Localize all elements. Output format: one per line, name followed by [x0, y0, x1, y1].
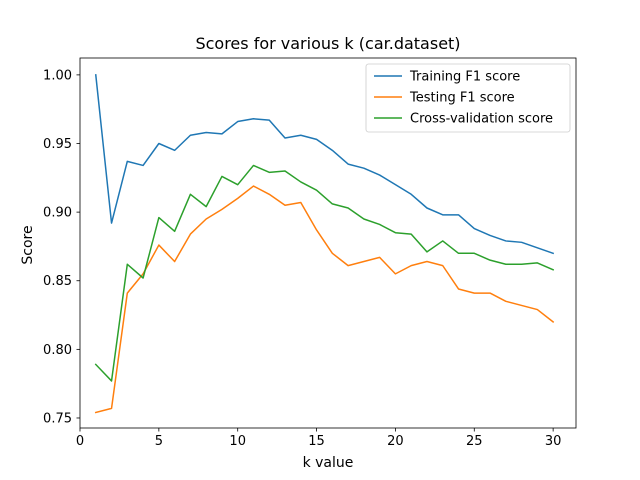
series-line-1 [94, 74, 555, 255]
x-tick-label: 20 [387, 434, 404, 449]
legend: Training F1 score Testing F1 score Cross-v… [365, 63, 571, 133]
x-tick-label: 0 [76, 434, 84, 449]
legend-label-1: Training F1 score [409, 70, 520, 85]
y-tick-label: 0.90 [43, 206, 72, 221]
x-tick-label: 15 [308, 434, 325, 449]
series-line-2 [94, 185, 555, 414]
x-tick-label: 5 [155, 434, 163, 449]
plot-area: 0 5 10 15 20 25 30 0.75 0.80 0.85 0.90 0.95 1.00 [43, 57, 577, 449]
x-axis-label: k value [303, 455, 354, 471]
y-tick-label: 1.00 [43, 68, 72, 83]
series-line-3 [94, 164, 555, 382]
y-tick-label: 0.85 [43, 274, 72, 289]
y-tick-label: 0.80 [43, 343, 72, 358]
y-tick-label: 0.95 [43, 137, 72, 152]
y-axis-label: Score [20, 225, 36, 264]
axes-frame [79, 57, 577, 429]
y-tick-label: 0.75 [43, 411, 72, 426]
x-tick-label: 10 [229, 434, 246, 449]
legend-box [365, 63, 571, 133]
legend-label-3: Cross-validation score [410, 112, 553, 127]
x-tick-label: 25 [466, 434, 483, 449]
legend-label-2: Testing F1 score [409, 91, 515, 106]
chart-title: Scores for various k (car.dataset) [195, 34, 460, 53]
x-tick-label: 30 [545, 434, 562, 449]
